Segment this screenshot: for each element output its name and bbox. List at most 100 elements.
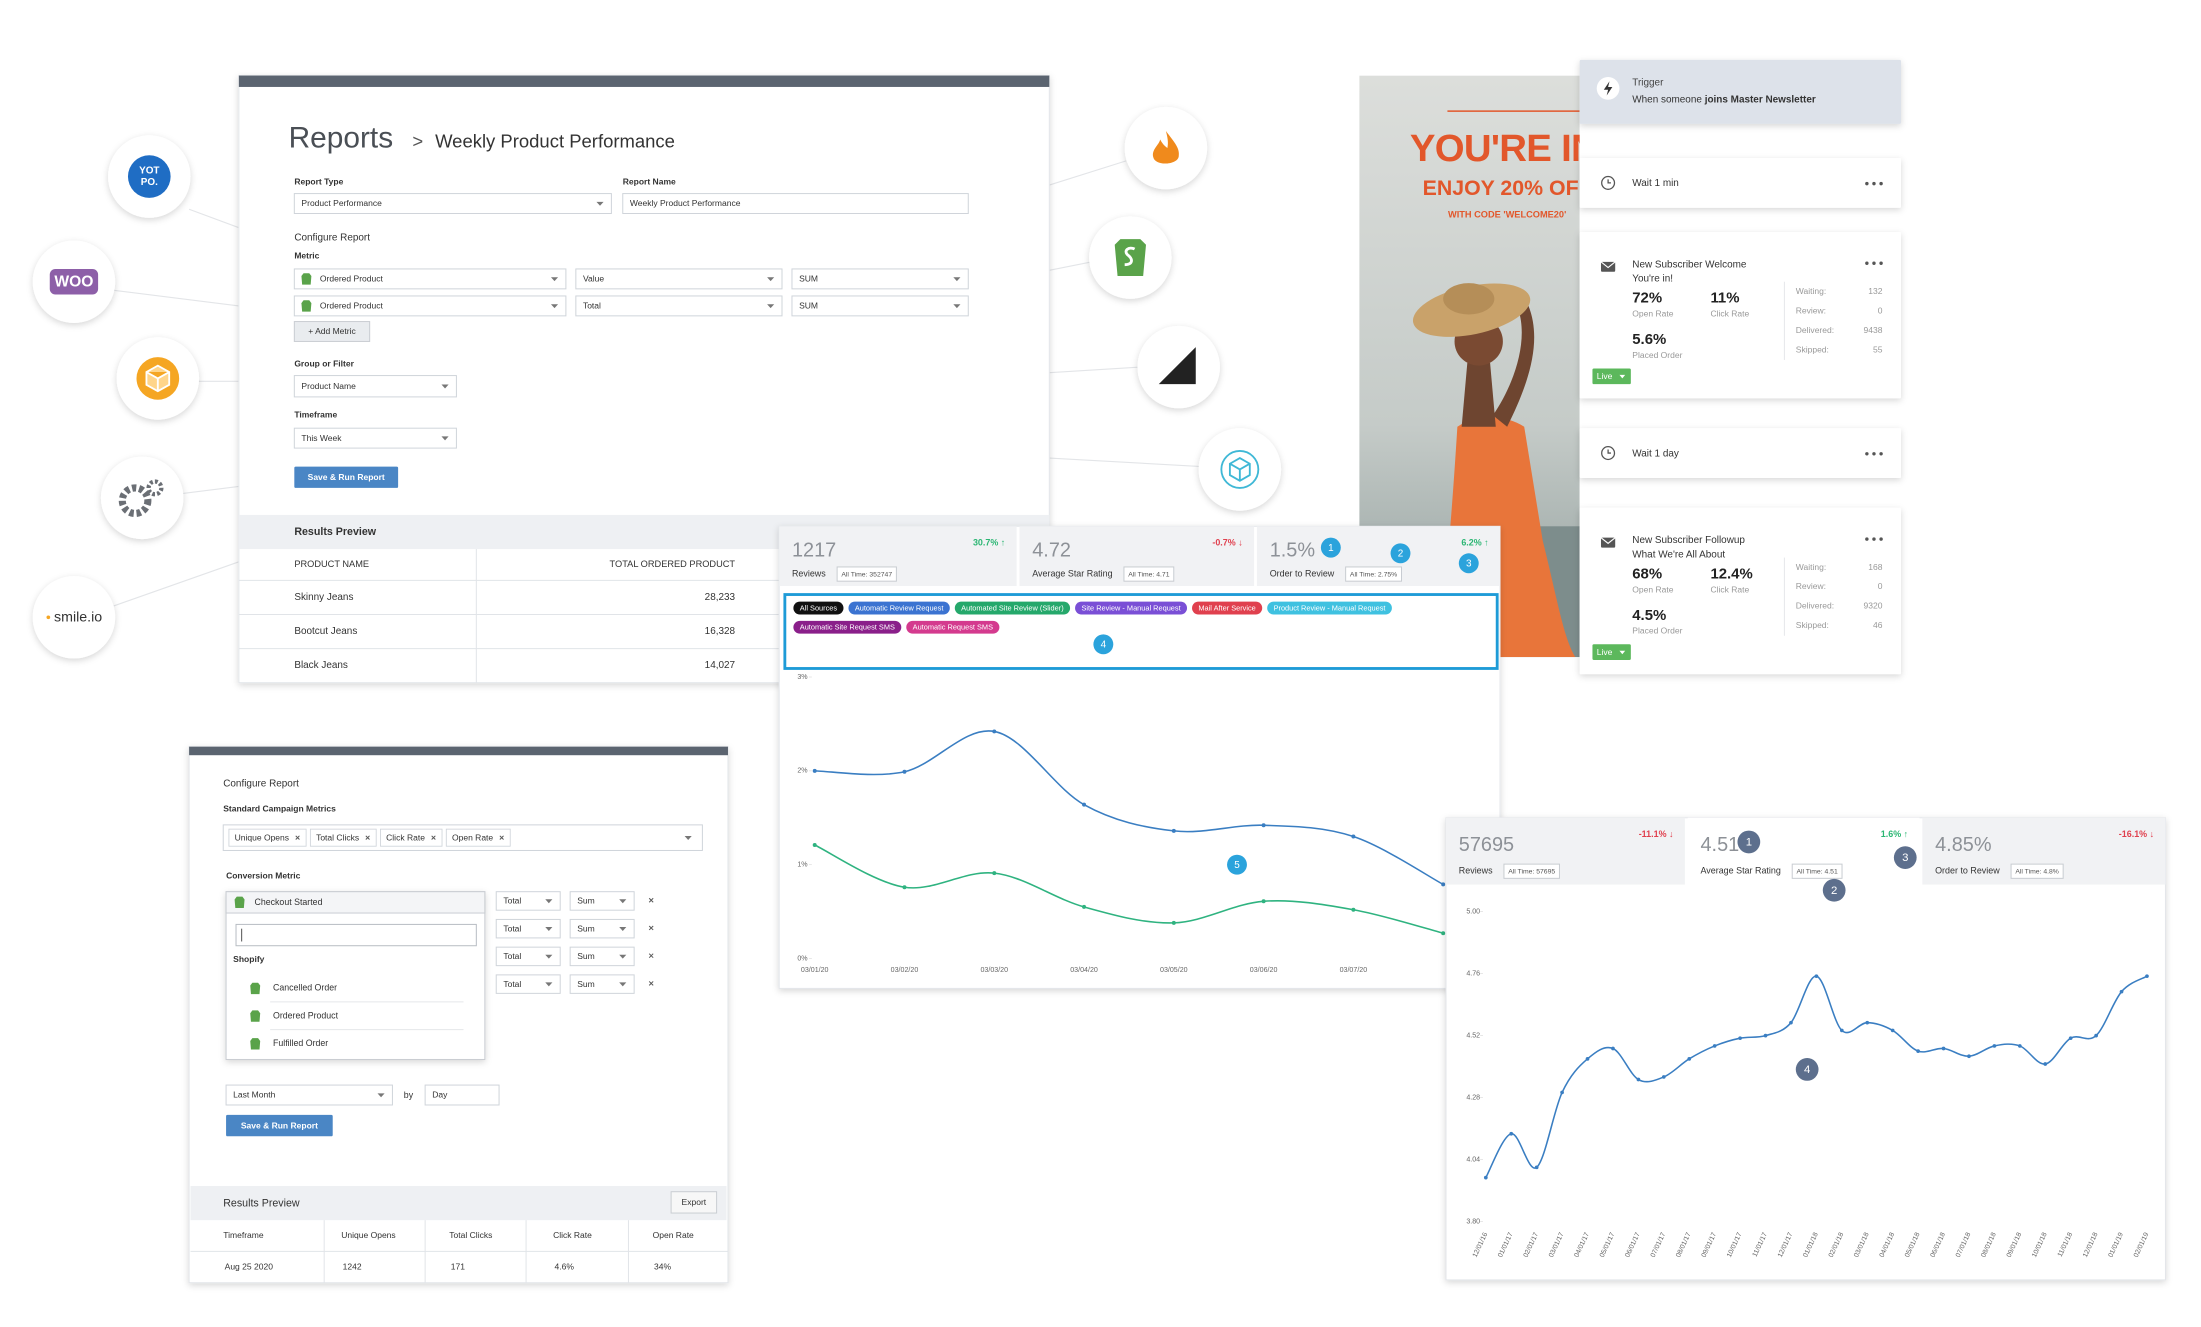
dropdown[interactable] xyxy=(293,295,567,317)
button-label: Save & Run Report xyxy=(241,1120,318,1130)
dropdown-value: Last Month xyxy=(233,1090,275,1100)
data-point xyxy=(1687,1056,1692,1061)
export-button[interactable] xyxy=(670,1191,718,1214)
dropdown[interactable] xyxy=(495,918,561,939)
badge xyxy=(1458,553,1479,574)
metric-label: Open Rate xyxy=(1632,309,1673,319)
tag[interactable] xyxy=(1267,601,1392,615)
connector xyxy=(1049,366,1141,374)
caret xyxy=(441,384,449,389)
dropdown[interactable] xyxy=(622,193,969,214)
all-time-box xyxy=(1123,566,1175,582)
tag[interactable] xyxy=(848,601,950,615)
tag[interactable] xyxy=(1075,601,1188,615)
dropdown-value: This Week xyxy=(301,433,342,443)
series-line xyxy=(814,730,1444,886)
promo-code: WITH CODE 'WELCOME20' xyxy=(1448,209,1566,219)
dropdown[interactable] xyxy=(569,974,635,994)
chip[interactable] xyxy=(309,828,377,847)
add-metric-button[interactable] xyxy=(293,321,371,342)
y-tick-label: 3% xyxy=(797,673,808,681)
chip[interactable] xyxy=(445,828,511,847)
tag[interactable] xyxy=(793,620,902,634)
promo-headline: YOU'RE IN! xyxy=(1410,127,1610,170)
stat-value: 0 xyxy=(1878,305,1883,315)
stat-label: Review: xyxy=(1796,581,1826,591)
chip[interactable] xyxy=(228,828,307,847)
tag[interactable] xyxy=(954,601,1071,615)
menu-dots xyxy=(1879,537,1883,541)
x-tick-label: 03/02/20 xyxy=(891,966,919,974)
dropdown[interactable] xyxy=(495,946,561,967)
breadcrumb: Weekly Product Performance xyxy=(435,130,675,151)
dropdown[interactable] xyxy=(575,268,783,290)
dropdown[interactable] xyxy=(293,427,457,449)
stat-label: Skipped: xyxy=(1796,620,1829,630)
section-title: Results Preview xyxy=(223,1198,300,1210)
dropdown[interactable] xyxy=(424,1084,500,1106)
data-point xyxy=(2119,989,2124,994)
dropdown-value: Product Name xyxy=(301,381,356,391)
dropdown[interactable] xyxy=(575,295,783,317)
status-caret xyxy=(1619,374,1626,379)
search-input[interactable] xyxy=(235,923,477,947)
status-badge[interactable] xyxy=(1592,368,1631,385)
dropdown[interactable] xyxy=(569,946,635,967)
metric-value: 11% xyxy=(1710,290,1739,307)
tag[interactable] xyxy=(906,620,1000,634)
save-button[interactable] xyxy=(294,466,399,488)
column-header: Unique Opens xyxy=(341,1230,395,1240)
stat-value: 1.5% xyxy=(1270,540,1315,562)
dropdown[interactable] xyxy=(569,918,635,939)
badge xyxy=(1893,846,1917,869)
stat-label: Reviews xyxy=(1459,866,1493,876)
x-tick-label: 03/07/20 xyxy=(1340,966,1368,974)
data-point xyxy=(1916,1049,1920,1053)
stat-value: 168 xyxy=(1868,562,1882,572)
tag-label: All Sources xyxy=(800,603,838,612)
chip[interactable] xyxy=(380,828,443,847)
all-time-box xyxy=(1503,863,1560,879)
table-cell: 34% xyxy=(654,1261,671,1271)
shopify-icon xyxy=(250,982,261,995)
tag[interactable] xyxy=(793,601,844,615)
stat-value: 9320 xyxy=(1864,601,1883,611)
status-badge[interactable] xyxy=(1592,644,1631,660)
dropdown-value: Sum xyxy=(577,896,595,906)
dropdown-value: Value xyxy=(583,274,604,284)
dropdown[interactable] xyxy=(293,375,457,398)
all-time: All Time: 4.51 xyxy=(1796,868,1837,875)
dropdown[interactable] xyxy=(791,295,969,317)
stat-value: 46 xyxy=(1873,620,1883,630)
stat-label: Order to Review xyxy=(1270,568,1335,578)
flow-card xyxy=(1579,507,1901,675)
y-tick-label: 0% xyxy=(797,954,808,962)
table-cell: 28,233 xyxy=(705,592,736,603)
tag[interactable] xyxy=(1192,601,1263,615)
dropdown[interactable] xyxy=(293,268,567,290)
dropdown[interactable] xyxy=(495,974,561,994)
dropdown[interactable] xyxy=(293,193,612,214)
dropdown-selected[interactable] xyxy=(225,891,486,914)
badge-number: 1 xyxy=(1328,543,1334,554)
dropdown[interactable] xyxy=(225,1084,393,1106)
mail-flap xyxy=(1600,537,1616,545)
dropdown[interactable] xyxy=(791,268,969,290)
stat-label: Average Star Rating xyxy=(1701,866,1781,876)
menu-dots xyxy=(1872,261,1876,265)
dropdown-option: Fulfilled Order xyxy=(273,1038,328,1048)
caret xyxy=(550,277,559,282)
shopify-icon xyxy=(250,1038,261,1050)
save-button[interactable] xyxy=(226,1114,333,1137)
table-cell: Bootcut Jeans xyxy=(294,626,357,637)
dropdown-value: Ordered Product xyxy=(320,301,384,311)
dropdown-value: Total xyxy=(503,951,521,961)
smile-dot xyxy=(46,615,51,620)
dropdown[interactable] xyxy=(495,891,561,911)
menu-dots xyxy=(1879,261,1883,265)
dropdown[interactable] xyxy=(569,891,635,911)
caret xyxy=(377,1093,385,1098)
